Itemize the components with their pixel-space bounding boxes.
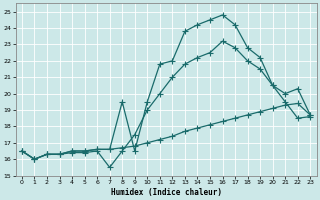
X-axis label: Humidex (Indice chaleur): Humidex (Indice chaleur) bbox=[111, 188, 221, 197]
